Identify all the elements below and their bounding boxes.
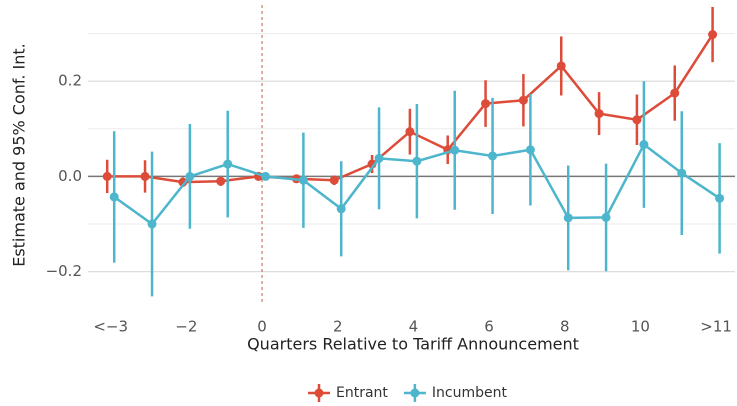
- legend-key-dot: [314, 388, 324, 398]
- legend-key-dot: [410, 388, 420, 398]
- x-tick-label: >11: [700, 318, 732, 336]
- legend-label: Entrant: [336, 385, 388, 401]
- point: [102, 171, 112, 181]
- point: [405, 127, 415, 137]
- point: [518, 95, 528, 105]
- y-tick-label: −0.2: [46, 262, 82, 280]
- point: [216, 176, 226, 186]
- point: [670, 88, 680, 98]
- x-axis-title: Quarters Relative to Tariff Announcement: [247, 335, 579, 354]
- x-tick-label: 6: [484, 318, 494, 336]
- x-tick-label: 2: [333, 318, 343, 336]
- point: [488, 151, 498, 161]
- point: [412, 156, 422, 166]
- point: [329, 175, 339, 185]
- point: [525, 145, 535, 155]
- point: [109, 192, 119, 202]
- point: [639, 140, 649, 150]
- legend-item: Entrant: [308, 384, 388, 402]
- legend-label: Incumbent: [432, 385, 508, 401]
- point: [147, 219, 157, 229]
- x-tick-label: 0: [257, 318, 267, 336]
- legend-item: Incumbent: [403, 384, 508, 402]
- point: [594, 109, 604, 119]
- point: [563, 213, 573, 223]
- point: [140, 171, 150, 181]
- point: [223, 159, 233, 169]
- x-tick-label: <−3: [93, 318, 128, 336]
- x-tick-label: −2: [175, 318, 197, 336]
- point: [715, 193, 725, 203]
- point: [556, 61, 566, 71]
- y-tick-label: 0.2: [58, 72, 82, 90]
- point: [374, 153, 384, 163]
- point: [601, 212, 611, 222]
- point: [450, 145, 460, 155]
- point: [481, 99, 491, 109]
- x-tick-label: 10: [631, 318, 650, 336]
- y-tick-label: 0.0: [58, 167, 82, 185]
- y-axis-title: Estimate and 95% Conf. Int.: [10, 43, 29, 267]
- point: [298, 175, 308, 185]
- point: [336, 204, 346, 214]
- point: [632, 115, 642, 125]
- x-tick-label: 8: [560, 318, 570, 336]
- point: [261, 171, 271, 181]
- point: [185, 171, 195, 181]
- point: [677, 168, 687, 178]
- point: [708, 30, 718, 40]
- x-tick-label: 4: [409, 318, 419, 336]
